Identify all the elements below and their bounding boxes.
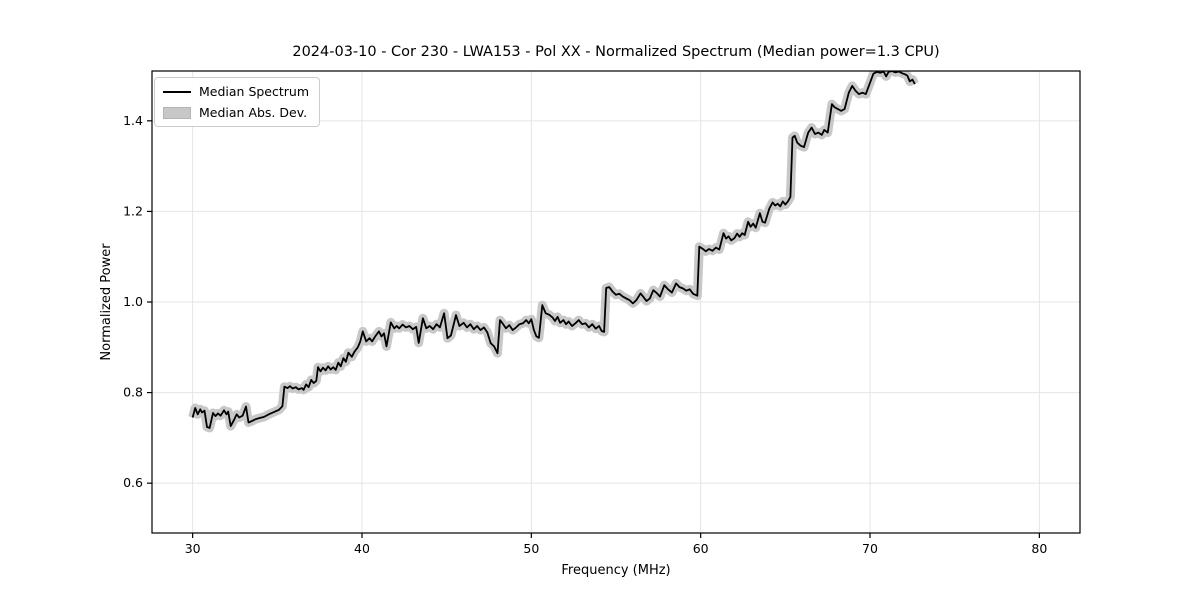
x-tick-label: 70	[862, 541, 878, 556]
y-axis-label: Normalized Power	[99, 243, 114, 361]
x-tick-label: 60	[693, 541, 709, 556]
median-spectrum-line	[191, 71, 916, 429]
legend: Median Spectrum Median Abs. Dev.	[154, 77, 321, 127]
median-spectrum-line-swatch	[163, 90, 191, 93]
legend-item-median-spectrum: Median Spectrum	[163, 84, 309, 99]
x-tick-label: 30	[185, 541, 201, 556]
x-tick-label: 80	[1031, 541, 1047, 556]
y-tick-label: 1.2	[123, 203, 143, 218]
x-tick-label: 50	[523, 541, 539, 556]
x-tick-label: 40	[354, 541, 370, 556]
y-tick-label: 0.6	[123, 475, 143, 490]
legend-item-median-abs-dev: Median Abs. Dev.	[163, 105, 309, 120]
legend-label-median-spectrum: Median Spectrum	[199, 84, 310, 99]
y-tick-label: 0.8	[123, 385, 143, 400]
x-axis-label: Frequency (MHz)	[561, 563, 671, 578]
legend-label-median-abs-dev: Median Abs. Dev.	[199, 105, 308, 120]
chart-title: 2024-03-10 - Cor 230 - LWA153 - Pol XX -…	[292, 44, 940, 60]
y-tick-label: 1.4	[123, 113, 143, 128]
median-abs-dev-patch-swatch	[163, 106, 191, 119]
y-tick-label: 1.0	[123, 294, 143, 309]
